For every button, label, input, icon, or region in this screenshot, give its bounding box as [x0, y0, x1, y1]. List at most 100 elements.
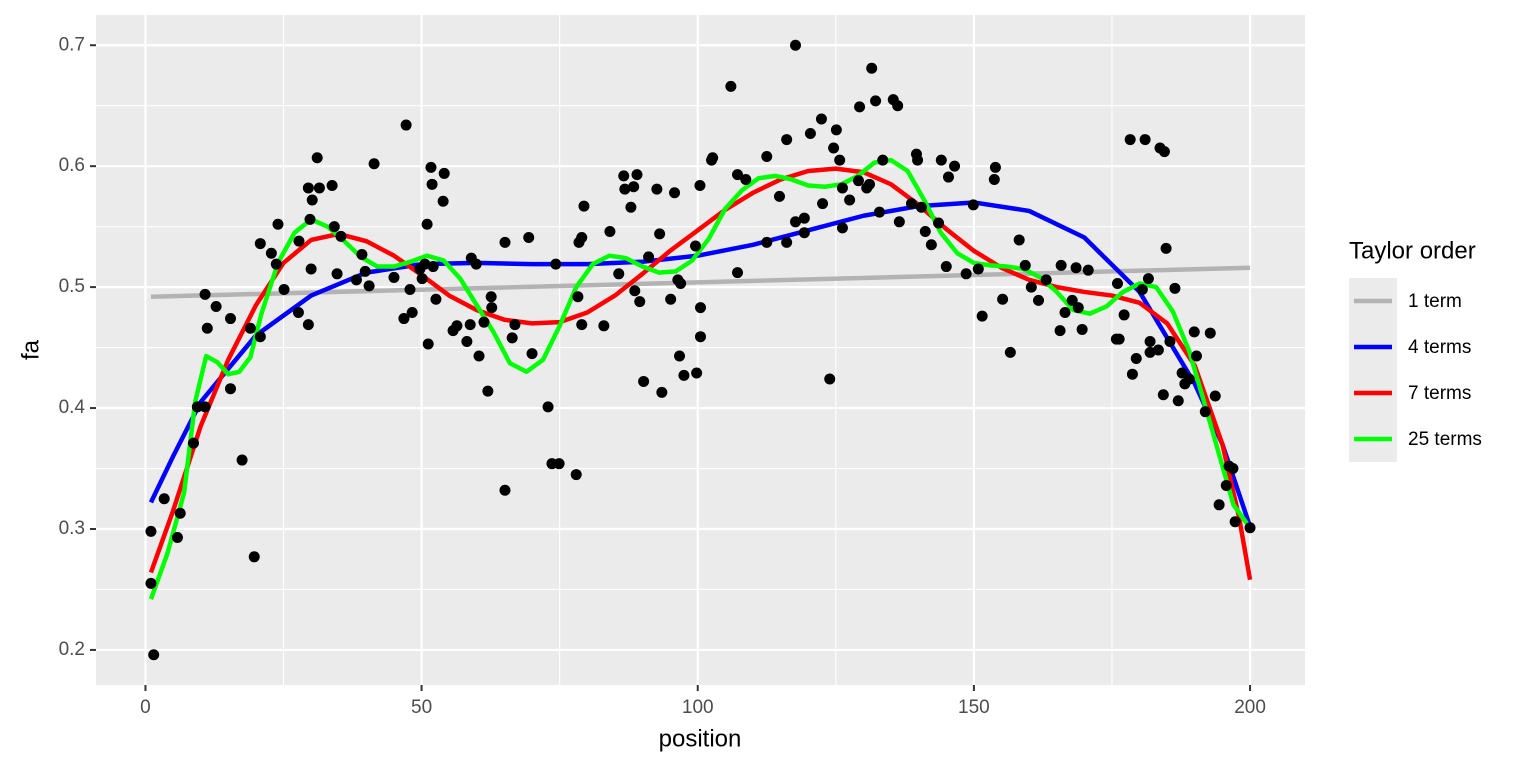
- point: [817, 198, 829, 210]
- point: [925, 239, 937, 251]
- point: [363, 280, 375, 292]
- point: [789, 39, 801, 51]
- legend-label: 4 terms: [1408, 337, 1471, 358]
- point: [631, 169, 643, 181]
- point: [1111, 277, 1123, 289]
- point: [438, 167, 450, 179]
- point: [935, 154, 947, 166]
- line: [148, 157, 1252, 600]
- point: [486, 302, 498, 314]
- point: [669, 187, 681, 199]
- point: [1204, 327, 1216, 339]
- point: [425, 161, 437, 173]
- legend-label: 1 term: [1408, 291, 1462, 312]
- point: [404, 284, 416, 296]
- point: [870, 95, 882, 107]
- point: [1072, 302, 1084, 314]
- point: [789, 216, 801, 228]
- point: [972, 263, 984, 275]
- point: [988, 173, 1000, 185]
- point: [836, 222, 848, 234]
- point: [866, 62, 878, 74]
- point: [674, 350, 686, 362]
- point: [725, 80, 737, 92]
- y-tick-label: 0.6: [59, 155, 85, 176]
- point: [406, 307, 418, 319]
- point: [1209, 390, 1221, 402]
- point: [388, 271, 400, 283]
- point: [732, 267, 744, 279]
- point: [1004, 346, 1016, 358]
- point: [675, 277, 687, 289]
- point: [997, 293, 1009, 305]
- point: [244, 322, 256, 334]
- point: [335, 230, 347, 242]
- point: [940, 261, 952, 273]
- point: [1054, 325, 1066, 337]
- point: [707, 152, 719, 164]
- point: [629, 285, 641, 297]
- point: [967, 199, 979, 211]
- point: [1118, 309, 1130, 321]
- point: [311, 152, 323, 164]
- point: [148, 649, 160, 661]
- point: [478, 316, 490, 328]
- point: [526, 348, 538, 360]
- point: [426, 178, 438, 190]
- point: [1152, 344, 1164, 356]
- point: [171, 531, 183, 543]
- x-axis-title: position: [659, 725, 742, 752]
- point: [942, 171, 954, 183]
- point: [158, 493, 170, 505]
- point: [422, 338, 434, 350]
- point: [278, 284, 290, 296]
- point: [1136, 284, 1148, 296]
- point: [306, 194, 318, 206]
- point: [265, 247, 277, 259]
- point: [665, 293, 677, 305]
- point: [210, 300, 222, 312]
- panel: [96, 15, 1305, 685]
- point: [356, 248, 368, 260]
- point: [398, 313, 410, 325]
- point: [619, 183, 631, 195]
- point: [145, 525, 157, 537]
- point: [1158, 146, 1170, 158]
- axes: 0 50 100 150 200 0.2 0.3 0.4 0.5 0.6 0.7: [59, 34, 1266, 718]
- line: [150, 265, 1251, 300]
- point: [224, 383, 236, 395]
- point: [326, 180, 338, 192]
- point: [187, 437, 199, 449]
- point: [761, 150, 773, 162]
- point: [576, 319, 588, 331]
- y-tick-label: 0.7: [59, 34, 85, 55]
- point: [864, 178, 876, 190]
- lines: [148, 157, 1253, 600]
- point: [815, 113, 827, 125]
- point: [224, 313, 236, 325]
- point: [451, 320, 463, 332]
- point: [1066, 294, 1078, 306]
- point: [236, 454, 248, 466]
- point: [643, 251, 655, 263]
- point: [695, 302, 706, 314]
- point: [1013, 234, 1025, 246]
- y-tick-label: 0.5: [59, 276, 85, 297]
- point: [1229, 516, 1241, 528]
- point: [1144, 336, 1156, 348]
- point: [1190, 350, 1202, 362]
- legend: 1 term 4 terms 7 terms 25 terms: [1349, 278, 1482, 462]
- point: [254, 238, 266, 250]
- point: [1130, 352, 1142, 364]
- point: [1019, 259, 1031, 271]
- x-tick-label: 150: [958, 697, 990, 718]
- point: [651, 183, 663, 195]
- point: [470, 258, 482, 270]
- point: [201, 322, 213, 334]
- point: [473, 350, 485, 362]
- point: [499, 236, 511, 248]
- point: [199, 401, 211, 413]
- point: [656, 386, 668, 398]
- point: [854, 101, 866, 113]
